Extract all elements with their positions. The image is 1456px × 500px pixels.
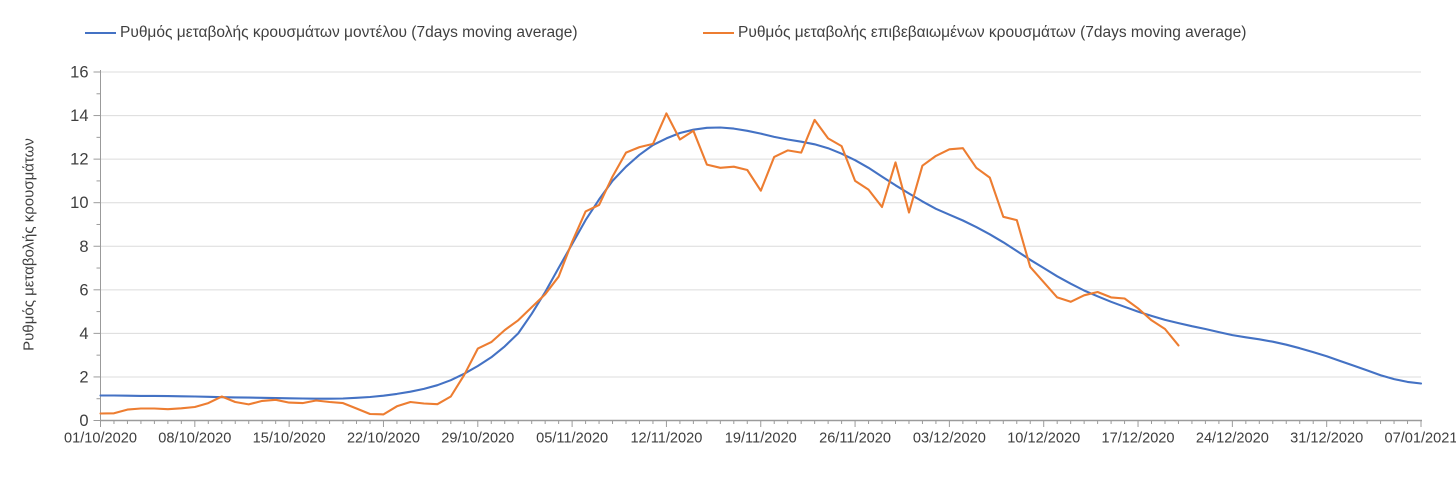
x-tick-label: 12/11/2020 (630, 431, 702, 447)
x-tick-label: 29/10/2020 (441, 431, 514, 447)
y-tick-label: 10 (70, 194, 88, 212)
y-tick-label: 14 (70, 107, 88, 125)
legend-line-swatch-confirmed (703, 31, 734, 35)
x-tick-label: 26/11/2020 (819, 431, 891, 447)
y-tick-label: 2 (79, 368, 88, 386)
x-tick-label: 19/11/2020 (725, 431, 797, 447)
y-tick-label: 16 (70, 64, 88, 82)
legend-label-confirmed: Ρυθμός μεταβολής επιβεβαιωμένων κρουσμάτ… (738, 24, 1247, 41)
x-tick-label: 24/12/2020 (1196, 431, 1269, 447)
x-tick-label: 07/01/2021 (1384, 431, 1456, 447)
legend-line-swatch-model (85, 31, 116, 35)
x-tick-label: 22/10/2020 (347, 431, 420, 447)
x-tick-label: 10/12/2020 (1007, 431, 1080, 447)
y-tick-label: 8 (79, 238, 88, 256)
x-tick-label: 01/10/2020 (64, 431, 137, 447)
y-tick-label: 0 (79, 412, 88, 430)
x-tick-label: 31/12/2020 (1290, 431, 1363, 447)
legend-item-model[interactable]: Ρυθμός μεταβολής κρουσμάτων μοντέλου (7d… (85, 24, 578, 42)
legend-label-model: Ρυθμός μεταβολής κρουσμάτων μοντέλου (7d… (120, 24, 578, 41)
y-tick-label: 12 (70, 151, 88, 169)
legend-item-confirmed[interactable]: Ρυθμός μεταβολής επιβεβαιωμένων κρουσμάτ… (703, 24, 1246, 42)
y-axis-title: Ρυθμός μεταβολής κρουσμάτων (20, 138, 38, 351)
x-tick-label: 03/12/2020 (913, 431, 986, 447)
y-tick-label: 6 (79, 281, 88, 299)
x-tick-label: 17/12/2020 (1102, 431, 1175, 447)
x-tick-label: 15/10/2020 (253, 431, 326, 447)
series-line-model (99, 126, 1423, 400)
y-tick-label: 4 (79, 325, 88, 343)
x-tick-label: 08/10/2020 (158, 431, 231, 447)
series-line-confirmed (99, 112, 1180, 416)
x-tick-label: 05/11/2020 (536, 431, 608, 447)
